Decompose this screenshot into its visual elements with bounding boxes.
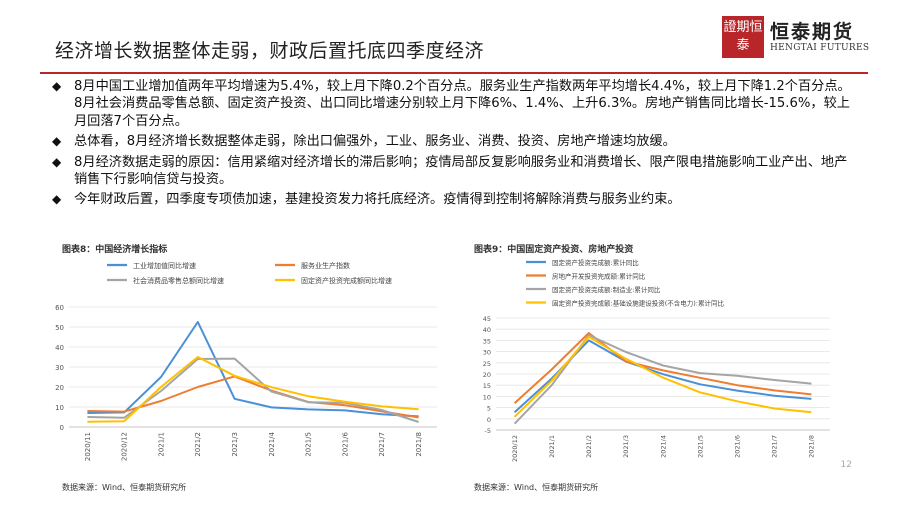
logo-chinese-name: 恒泰期货 [770, 21, 855, 43]
y-tick-label: 40 [483, 326, 491, 334]
legend-label: 工业增加值同比增速 [133, 261, 196, 270]
bullet-text: 8月经济数据走弱的原因：信用紧缩对经济增长的滞后影响；疫情局部反复影响服务业和消… [74, 154, 848, 188]
y-tick-label: 30 [55, 364, 64, 372]
y-tick-label: 50 [55, 324, 64, 332]
bullet-item: ◆ 总体看，8月经济增长数据整体走弱，除出口偏强外，工业、服务业、消费、投资、房地… [52, 133, 852, 150]
x-tick-label: 2020/12 [511, 435, 519, 462]
x-tick-label: 2021/7 [771, 435, 779, 458]
y-tick-label: 5 [487, 405, 491, 413]
y-tick-label: -5 [485, 427, 491, 435]
x-tick-label: 2021/5 [696, 435, 704, 458]
y-tick-label: 10 [55, 404, 64, 412]
legend-label: 服务业生产指数 [301, 261, 350, 270]
x-tick-label: 2021/6 [733, 435, 741, 458]
chart2-title: 图表9：中国固定资产投资、房地产投资 [474, 245, 634, 255]
series-line [513, 332, 812, 404]
bullet-item: ◆ 8月中国工业增加值两年平均增速为5.4%，较上月下降0.2个百分点。服务业生产… [52, 78, 852, 130]
y-tick-label: 0 [487, 416, 491, 424]
page-number: 12 [840, 460, 852, 470]
series-line [87, 375, 419, 419]
y-tick-label: 0 [60, 424, 64, 432]
y-tick-label: 35 [483, 337, 491, 345]
legend-label: 固定资产投资完成额同比增速 [301, 276, 392, 285]
legend-label: 房地产开发投资完成额:累计同比 [552, 272, 646, 281]
x-tick-label: 2021/6 [341, 431, 349, 456]
x-tick-label: 2021/1 [157, 432, 165, 457]
y-tick-label: 15 [483, 382, 491, 390]
x-tick-label: 2021/3 [622, 435, 630, 458]
bullet-list: ◆ 8月中国工业增加值两年平均增速为5.4%，较上月下降0.2个百分点。服务业生产… [52, 78, 852, 212]
chart1-title: 图表8：中国经济增长指标 [62, 245, 168, 255]
series-line [87, 356, 419, 423]
bullet-text: 今年财政后置，四季度专项债加速，基建投资发力将托底经济。疫情得到控制将解除消费与… [74, 192, 681, 208]
y-tick-label: 10 [483, 393, 491, 401]
series-line [87, 321, 419, 418]
y-tick-label: 20 [55, 384, 64, 392]
x-tick-label: 2020/12 [121, 432, 129, 461]
fixed-asset-investment-chart: 固定资产投资完成额:累计同比房地产开发投资完成额:累计同比固定资产投资完成额:制… [483, 258, 830, 462]
series-line [513, 334, 812, 425]
diamond-bullet-icon: ◆ [52, 134, 62, 149]
diamond-bullet-icon: ◆ [52, 192, 62, 207]
diamond-bullet-icon: ◆ [52, 154, 62, 169]
logo-mark: 證期恒泰 [722, 16, 764, 58]
y-tick-label: 25 [483, 360, 491, 368]
legend-label: 固定资产投资完成额:基础设施建设投资(不含电力):累计同比 [552, 299, 724, 308]
x-tick-label: 2021/1 [548, 435, 556, 458]
x-tick-label: 2021/3 [231, 432, 239, 457]
x-tick-label: 2020/11 [84, 432, 92, 461]
title-divider [40, 72, 868, 74]
bullet-text: 总体看，8月经济增长数据整体走弱，除出口偏强外，工业、服务业、消费、投资、房地产… [74, 134, 676, 150]
y-tick-label: 30 [483, 349, 491, 357]
chart2-source: 数据来源：Wind、恒泰期货研究所 [474, 483, 599, 492]
y-tick-label: 60 [55, 304, 64, 312]
x-tick-label: 2021/4 [268, 431, 276, 456]
diamond-bullet-icon: ◆ [52, 79, 62, 93]
x-tick-label: 2021/8 [415, 432, 423, 457]
x-tick-label: 2021/7 [378, 432, 386, 457]
page-title: 经济增长数据整体走弱，财政后置托底四季度经济 [55, 40, 485, 62]
logo-english-name: HENGTAI FUTURES [770, 43, 870, 53]
x-tick-label: 2021/2 [194, 432, 202, 457]
x-tick-label: 2021/8 [808, 435, 816, 458]
series-line [513, 335, 812, 418]
bullet-item: ◆ 8月经济数据走弱的原因：信用紧缩对经济增长的滞后影响；疫情局部反复影响服务业和… [52, 154, 852, 189]
bullet-item: ◆ 今年财政后置，四季度专项债加速，基建投资发力将托底经济。疫情得到控制将解除消费… [52, 191, 852, 208]
y-tick-label: 45 [483, 315, 491, 323]
legend-label: 固定资产投资完成额:累计同比 [552, 258, 639, 267]
bullet-text: 8月中国工业增加值两年平均增速为5.4%，较上月下降0.2个百分点。服务业生产指… [74, 79, 851, 129]
company-logo: 證期恒泰 恒泰期货 HENGTAI FUTURES [722, 16, 869, 58]
x-tick-label: 2021/4 [659, 435, 667, 458]
y-tick-label: 40 [55, 344, 64, 352]
legend-label: 固定资产投资完成额:制造业:累计同比 [552, 285, 661, 294]
x-tick-label: 2021/5 [305, 432, 313, 457]
legend-label: 社会消费品零售总额同比增速 [133, 276, 224, 285]
chart1-source: 数据来源：Wind、恒泰期货研究所 [62, 483, 187, 492]
x-tick-label: 2021/2 [585, 435, 593, 458]
y-tick-label: 20 [483, 371, 491, 379]
